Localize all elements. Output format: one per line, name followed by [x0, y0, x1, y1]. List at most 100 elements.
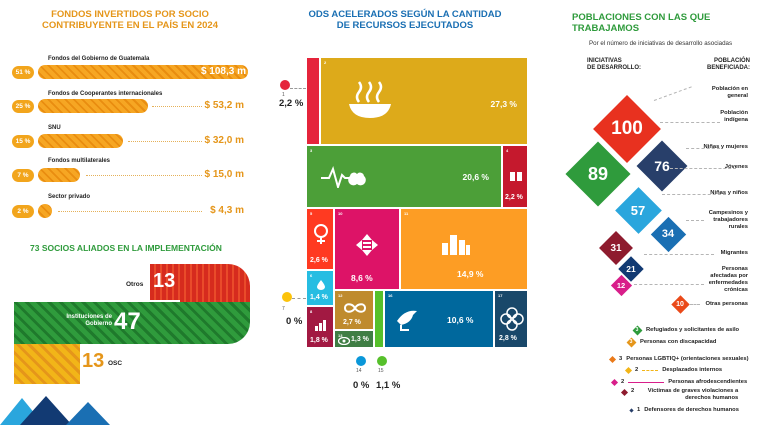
sdg-tile-pct: 2,8 % — [499, 335, 517, 342]
population-leader-line — [686, 148, 720, 149]
small-pop-value: 2 — [635, 367, 639, 373]
population-diamond-value: 10 — [676, 300, 684, 308]
sdg-tile-number: 3 — [310, 148, 313, 153]
fund-pct-badge: 51 % — [12, 66, 34, 79]
water-drop-icon — [317, 280, 325, 290]
sdg-tile-number: 17 — [498, 293, 503, 298]
population-label: Niñas y mujeres — [703, 144, 748, 150]
population-diamond-value: 57 — [630, 202, 646, 218]
sdg-tile-number: 13 — [338, 333, 343, 338]
book-icon — [510, 172, 522, 181]
small-pop-label: Refugiados y solicitantes de asilo — [646, 327, 740, 333]
sdg-tile-pct: 1,8 % — [310, 337, 328, 344]
population-diamond: 34 — [650, 216, 686, 252]
fund-dotted-leader — [86, 175, 202, 176]
small-pop-value: 2 — [631, 388, 635, 394]
sdg-tile-6: 6 1,4 % — [306, 270, 334, 306]
population-leader-line — [634, 284, 704, 285]
sdg-tile-number: 4 — [506, 148, 509, 153]
fund-label: Sector privado — [48, 194, 91, 200]
populations-title: POBLACIONES CON LAS QUE TRABAJAMOS — [572, 12, 711, 34]
population-diamond: 12 — [610, 274, 632, 296]
sdg14-num: 14 — [356, 368, 362, 374]
population-label: Jóvenes — [724, 164, 748, 170]
col-header-beneficiaries-line1: POBLACIÓN — [714, 58, 750, 64]
fund-label: Fondos del Gobierno de Guatemala — [48, 56, 150, 62]
small-pop-row: 2 Víctimas de graves violaciones a derec… — [620, 388, 738, 402]
sdg-tile-4: 4 2,2 % — [502, 145, 528, 208]
sdg-tile-pct: 2,6 % — [310, 257, 328, 264]
sdg-tile-number: 12 — [338, 293, 343, 298]
fund-pct-badge: 2 % — [12, 205, 34, 218]
small-pop-row: 2 Desplazados internos — [624, 366, 722, 374]
small-pop-marker — [624, 366, 633, 374]
sdg7-num: 7 — [282, 306, 285, 312]
sdg-tile-pct: 27,3 % — [490, 99, 517, 109]
small-pop-value: 2 — [621, 379, 625, 385]
fund-pct-badge: 25 % — [12, 100, 34, 113]
bowl-icon — [349, 81, 391, 118]
col-header-initiatives: INICIATIVAS DE DESARROLLO: — [587, 58, 641, 72]
sdg14-pct: 0 % — [353, 380, 370, 391]
population-diamond: 100 — [592, 94, 662, 164]
small-pop-dashes — [628, 381, 665, 383]
partners-gov-label-text: Instituciones de Gobierno — [66, 314, 112, 327]
small-pop-label: Personas con discapacidad — [640, 339, 717, 345]
sdg-tile-number: 8 — [310, 309, 313, 314]
sdg-tile-2: 2 27,3 % — [320, 57, 528, 145]
sdg1-connector — [290, 88, 306, 89]
sdg-tile-pct: 10,6 % — [447, 315, 474, 325]
fund-label: Fondos multilaterales — [48, 158, 111, 164]
fund-bar — [38, 99, 148, 113]
fund-label: Fondos de Cooperantes internacionales — [48, 91, 163, 97]
small-pop-label: Defensores de derechos humanos — [644, 407, 739, 413]
population-diamond: 76 — [636, 140, 688, 192]
dove-icon — [397, 310, 417, 331]
small-pop-label: Personas LGBTIQ+ (orientaciones sexuales… — [626, 356, 749, 362]
sdg7-connector — [292, 298, 306, 299]
sdg-tile-number: 16 — [388, 293, 393, 298]
heartbeat-icon — [321, 166, 366, 188]
sdg-tile-16: 16 10,6 % — [384, 290, 494, 348]
population-diamond-value: 76 — [654, 158, 670, 174]
sdg-tile-pct: 8,6 % — [351, 273, 373, 283]
fund-dotted-leader — [152, 106, 202, 107]
partners-osc-value: 13 — [82, 350, 105, 372]
small-pop-dashes — [642, 369, 659, 371]
sdg-tile-number: 10 — [338, 211, 343, 216]
sdg-tile-pct: 1,3 % — [351, 336, 369, 343]
sdg7-badge — [282, 292, 292, 302]
small-pop-row: 3 Personas con discapacidad — [626, 337, 716, 347]
population-diamond-value: 100 — [611, 118, 643, 139]
small-pop-row: 3 Refugiados y solicitantes de asilo — [632, 325, 739, 335]
sdg-tile-1-red-strip — [306, 57, 320, 145]
partners-osc-label: OSC — [108, 360, 123, 367]
small-pop-label: Personas afrodescendientes — [668, 379, 748, 385]
sdg-tile-number: 5 — [310, 211, 313, 216]
partnership-flower-icon — [500, 307, 524, 331]
population-leader-line — [686, 220, 704, 221]
sdg-tile-pct: 20,6 % — [462, 172, 489, 182]
population-label: Otras personas — [705, 301, 748, 307]
population-label: Migrantes — [720, 250, 748, 256]
fund-pct-badge: 15 % — [12, 135, 34, 148]
col-header-initiatives-line2: DE DESARROLLO: — [587, 65, 641, 71]
decorative-corner-shapes — [0, 396, 110, 425]
sdg15-pct: 1,1 % — [376, 380, 401, 391]
population-diamond: 89 — [564, 140, 632, 208]
population-diamond: 31 — [598, 230, 634, 266]
sdg-title: ODS ACELERADOS SEGÚN LA CANTIDAD DE RECU… — [290, 9, 520, 31]
sdg-title-line2: DE RECURSOS EJECUTADOS — [336, 20, 474, 31]
small-pop-marker — [608, 355, 617, 363]
sdg-tile-11: 11 14,9 % — [400, 208, 528, 290]
populations-subtitle: Por el número de iniciativas de desarrol… — [589, 40, 733, 47]
partners-gov-value: 47 — [114, 308, 141, 335]
small-pop-row: 2 Personas afrodescendientes — [610, 378, 748, 386]
sdg-tile-17: 17 2,8 % — [494, 290, 528, 348]
sdg-tile-8: 8 1,8 % — [306, 306, 334, 348]
fund-dotted-leader — [128, 141, 202, 142]
partners-otros-value: 13 — [153, 270, 176, 292]
sdg1-badge — [280, 80, 290, 90]
fund-pct-badge: 7 % — [12, 169, 34, 182]
population-diamond: 10 — [670, 294, 690, 314]
